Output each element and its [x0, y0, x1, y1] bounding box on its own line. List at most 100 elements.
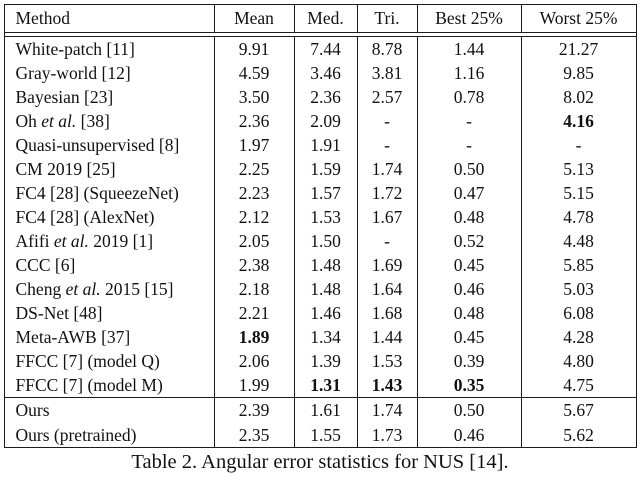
table-row: Oh et al. [38] 2.36 2.09- -4.16: [5, 109, 636, 133]
value-cell: 5.15: [520, 181, 636, 205]
method-text: 2019 [1]: [88, 231, 154, 251]
value-cell: -: [416, 109, 521, 133]
table-row: Ours 2.39 1.61 1.74 0.50 5.67: [5, 398, 636, 423]
value-cell: 2.38: [213, 253, 294, 277]
value-cell: 6.08: [520, 301, 636, 325]
value-cell: 8.78: [356, 37, 417, 61]
table-body-ours: Ours 2.39 1.61 1.74 0.50 5.67 Ours (pretrained…: [4, 397, 636, 448]
table-row: FFCC [7] (model Q) 2.06 1.39 1.53 0.39 4.80: [5, 349, 636, 373]
value-cell: 1.97: [213, 133, 294, 157]
column-header-best25: Best 25%: [416, 5, 521, 32]
value-cell: 1.50: [293, 229, 357, 253]
value-cell: 0.52: [416, 229, 521, 253]
value-cell: 1.43: [356, 373, 417, 397]
value-cell: 9.85: [520, 61, 636, 85]
value-cell: 0.50: [416, 398, 521, 423]
value-cell: 1.59: [293, 157, 357, 181]
method-text: [38]: [76, 111, 110, 131]
column-header-median: Med.: [293, 5, 357, 32]
value-cell: 2.36: [213, 109, 294, 133]
value-cell: 8.02: [520, 85, 636, 109]
method-cell: Gray-world [12]: [15, 63, 131, 83]
value-cell: 0.48: [416, 301, 521, 325]
method-cell: CM 2019 [25]: [15, 159, 116, 179]
results-table: Method Mean Med. Tri. Best 25% Worst 25%…: [3, 4, 637, 449]
table-row: FFCC [7] (model M) 1.99 1.31 1.43 0.35 4.75: [5, 373, 636, 397]
value-cell: 21.27: [520, 37, 636, 61]
table-row: Bayesian [23] 3.50 2.36 2.57 0.78 8.02: [5, 85, 636, 109]
value-cell: 2.18: [213, 277, 294, 301]
value-cell: 5.13: [520, 157, 636, 181]
table-row: Ours (pretrained) 2.35 1.55 1.73 0.46 5.62: [5, 422, 636, 448]
value-cell: 0.46: [416, 277, 521, 301]
value-cell: 1.16: [416, 61, 521, 85]
method-text-etal: et al.: [65, 279, 101, 299]
method-text: Oh: [15, 111, 42, 131]
value-cell: 1.91: [293, 133, 357, 157]
method-cell: CCC [6]: [15, 255, 76, 275]
value-cell: 5.03: [520, 277, 636, 301]
value-cell: 4.48: [520, 229, 636, 253]
value-cell: 1.73: [356, 422, 417, 448]
value-cell: 1.64: [356, 277, 417, 301]
value-cell: 2.12: [213, 205, 294, 229]
value-cell: 1.89: [213, 325, 294, 349]
value-cell: 4.28: [520, 325, 636, 349]
value-cell: 1.74: [356, 398, 417, 423]
value-cell: 1.99: [213, 373, 294, 397]
value-cell: 2.09: [293, 109, 357, 133]
value-cell: 1.61: [293, 398, 357, 423]
value-cell: 3.46: [293, 61, 357, 85]
value-cell: 2.39: [213, 398, 294, 423]
table-row: DS-Net [48] 2.21 1.46 1.68 0.48 6.08: [5, 301, 636, 325]
table-row: Quasi-unsupervised [8] 1.97 1.91- - -: [5, 133, 636, 157]
value-cell: -: [356, 229, 417, 253]
value-cell: -: [416, 133, 521, 157]
value-cell: 1.48: [293, 277, 357, 301]
table-row: Meta-AWB [37] 1.89 1.34 1.44 0.45 4.28: [5, 325, 636, 349]
value-cell: 0.45: [416, 253, 521, 277]
value-cell: 1.68: [356, 301, 417, 325]
value-cell: 4.75: [520, 373, 636, 397]
value-cell: 1.44: [356, 325, 417, 349]
value-cell: 9.91: [213, 37, 294, 61]
value-cell: 1.72: [356, 181, 417, 205]
table-row: Gray-world [12] 4.59 3.46 3.81 1.16 9.85: [5, 61, 636, 85]
header-double-rule: [4, 33, 636, 37]
table-row: White-patch [11] 9.91 7.44 8.78 1.44 21.27: [5, 37, 636, 61]
value-cell: 1.46: [293, 301, 357, 325]
column-header-trimean: Tri.: [356, 5, 417, 32]
value-cell: 5.67: [520, 398, 636, 423]
table-header-row: Method Mean Med. Tri. Best 25% Worst 25%: [4, 5, 636, 33]
value-cell: 1.31: [293, 373, 357, 397]
value-cell: 4.16: [520, 109, 636, 133]
table-body-methods: White-patch [11] 9.91 7.44 8.78 1.44 21.27 Gra…: [5, 37, 636, 397]
table-row: FC4 [28] (AlexNet) 2.12 1.53 1.67 0.48 4.78: [5, 205, 636, 229]
table-row: Cheng et al. 2015 [15] 2.18 1.48 1.64 0.46 5.…: [5, 277, 636, 301]
method-cell: FC4 [28] (SqueezeNet): [15, 183, 179, 203]
value-cell: -: [520, 133, 636, 157]
value-cell: 0.46: [416, 422, 521, 448]
value-cell: -: [356, 109, 417, 133]
paper-table-figure: Method Mean Med. Tri. Best 25% Worst 25%…: [0, 4, 640, 477]
column-header-mean: Mean: [213, 5, 294, 32]
table-row: Afifi et al. 2019 [1] 2.05 1.50-0.52 4.48: [5, 229, 636, 253]
value-cell: 0.39: [416, 349, 521, 373]
method-cell: Afifi et al. 2019 [1]: [5, 229, 214, 253]
value-cell: 5.85: [520, 253, 636, 277]
column-header-worst25: Worst 25%: [520, 5, 636, 32]
value-cell: 4.80: [520, 349, 636, 373]
method-text-etal: et al.: [53, 231, 89, 251]
value-cell: 2.21: [213, 301, 294, 325]
value-cell: 1.44: [416, 37, 521, 61]
table-row: CCC [6] 2.38 1.48 1.69 0.45 5.85: [5, 253, 636, 277]
method-cell: White-patch [11]: [15, 39, 135, 59]
value-cell: 2.36: [293, 85, 357, 109]
value-cell: 2.23: [213, 181, 294, 205]
value-cell: 0.35: [416, 373, 521, 397]
value-cell: 1.53: [293, 205, 357, 229]
value-cell: 0.48: [416, 205, 521, 229]
value-cell: 4.59: [213, 61, 294, 85]
value-cell: 3.81: [356, 61, 417, 85]
value-cell: 2.25: [213, 157, 294, 181]
